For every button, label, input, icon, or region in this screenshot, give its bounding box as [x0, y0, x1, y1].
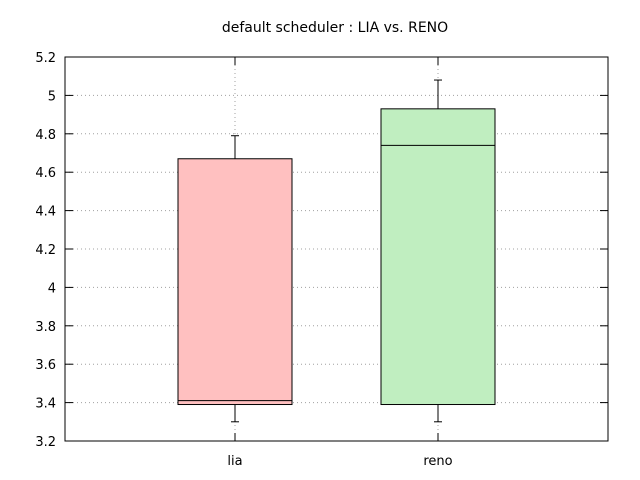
y-tick-label: 3.6 [35, 358, 56, 373]
x-axis: lia reno [227, 57, 453, 469]
x-tick-label-lia: lia [227, 454, 242, 469]
y-tick-label: 3.8 [35, 320, 56, 335]
plot-frame [64, 56, 609, 442]
chart-title: default scheduler : LIA vs. RENO [222, 20, 448, 36]
boxes [177, 79, 496, 423]
grid [65, 57, 608, 441]
y-tick-label: 3.4 [35, 397, 56, 412]
y-tick-label: 4 [48, 281, 56, 296]
x-tick-label-reno: reno [423, 454, 452, 469]
y-axis: 3.2 3.4 3.6 3.8 4 4.2 4.4 4.6 4.8 5 5.2 [35, 51, 608, 450]
y-tick-label: 4.2 [35, 243, 56, 258]
y-tick-label: 5.2 [35, 51, 56, 66]
y-tick-label: 5 [48, 89, 56, 104]
y-tick-label: 4.8 [35, 128, 56, 143]
box-lia [177, 158, 293, 406]
y-tick-label: 4.6 [35, 166, 56, 181]
y-tick-label: 3.2 [35, 435, 56, 450]
y-tick-label: 4.4 [35, 205, 56, 220]
box-reno [380, 108, 496, 406]
